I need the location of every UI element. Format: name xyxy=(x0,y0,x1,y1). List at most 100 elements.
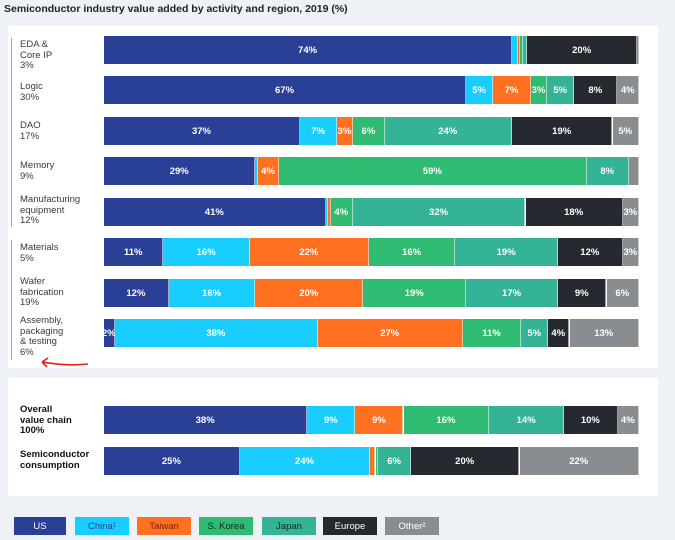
bar-segment-other: 6% xyxy=(606,279,639,307)
materials-bracket xyxy=(11,240,12,360)
bar-segment-skorea: 19% xyxy=(363,279,467,307)
bar-segment-other: 5% xyxy=(612,117,639,145)
data-label: 16% xyxy=(402,246,422,258)
legend-label: Taiwan xyxy=(149,520,179,532)
data-label: 10% xyxy=(580,414,600,426)
data-label: 19% xyxy=(496,246,516,258)
bar-segment-other: 4% xyxy=(617,76,639,104)
bar-segment-other xyxy=(628,157,639,185)
bar-segment-japan: 24% xyxy=(384,117,512,145)
bar-segment-china: 16% xyxy=(168,279,256,307)
bar-segment-skorea: 3% xyxy=(530,76,548,104)
bar-segment-japan: 6% xyxy=(378,447,411,475)
bar-segment-us: 41% xyxy=(104,198,326,226)
bar-segment-china: 16% xyxy=(163,238,250,266)
red-arrow-annotation xyxy=(41,357,89,368)
data-label: 3% xyxy=(337,125,352,137)
data-label: 38% xyxy=(195,414,215,426)
row-label: Assembly, packaging & testing 6% xyxy=(20,315,64,358)
bar-segment-taiwan xyxy=(370,447,376,475)
data-label: 4% xyxy=(620,84,635,96)
bar-segment-europe: 4% xyxy=(548,319,570,347)
bar-segment-us: 12% xyxy=(104,279,169,307)
data-label: 16% xyxy=(436,414,456,426)
row-label: Semiconductor consumption xyxy=(20,449,90,471)
bar-segment-us: 74% xyxy=(104,36,513,64)
bar-segment-taiwan: 20% xyxy=(255,279,364,307)
legend-label: China¹ xyxy=(88,520,116,532)
row-label: Logic 30% xyxy=(20,81,43,103)
data-label: 27% xyxy=(380,327,400,339)
data-label: 29% xyxy=(169,165,189,177)
data-label: 11% xyxy=(482,327,501,339)
data-label: 3% xyxy=(623,246,638,258)
bar-segment-china: 5% xyxy=(466,76,494,104)
row-label: Wafer fabrication 19% xyxy=(20,276,64,308)
row-label: DAO 17% xyxy=(20,120,41,142)
data-label: 24% xyxy=(438,125,458,137)
bar-segment-china: 9% xyxy=(307,406,356,434)
bar-segment-other xyxy=(637,36,639,64)
bar-segment-europe: 12% xyxy=(557,238,623,266)
data-label: 5% xyxy=(472,84,486,96)
bar-segment-japan: 8% xyxy=(586,157,629,185)
legend-label: Japan xyxy=(276,520,302,532)
bar-segment-other: 3% xyxy=(622,238,639,266)
row-label: EDA & Core IP 3% xyxy=(20,39,53,71)
bar-segment-other: 13% xyxy=(569,319,639,347)
row-label: Overall value chain 100% xyxy=(20,404,72,436)
data-label: 4% xyxy=(551,327,566,339)
bar-segment-japan: 32% xyxy=(352,198,526,226)
chart-title: Semiconductor industry value added by ac… xyxy=(4,3,348,15)
bar-segment-europe: 20% xyxy=(527,36,638,64)
data-label: 6% xyxy=(615,287,630,299)
data-label: 11% xyxy=(123,246,143,258)
bar-segment-skorea: 16% xyxy=(403,406,490,434)
bar-segment-us: 38% xyxy=(104,406,308,434)
data-label: 67% xyxy=(275,84,295,96)
bar-segment-taiwan: 4% xyxy=(258,157,279,185)
bar-segment-taiwan xyxy=(517,36,521,64)
data-label: 6% xyxy=(361,125,376,137)
legend-label: S. Korea xyxy=(207,520,245,532)
legend-label: Other² xyxy=(398,520,426,532)
bar-segment-us: 25% xyxy=(104,447,240,475)
bar-segment-europe: 18% xyxy=(525,198,623,226)
data-label: 9% xyxy=(372,414,386,426)
data-label: 24% xyxy=(294,455,314,467)
bar-segment-china xyxy=(255,157,258,185)
data-label: 18% xyxy=(564,206,584,218)
data-label: 59% xyxy=(422,165,442,177)
data-label: 3% xyxy=(531,84,546,96)
bar-segment-taiwan: 9% xyxy=(355,406,404,434)
data-label: 7% xyxy=(311,125,325,137)
data-label: 8% xyxy=(600,165,615,177)
bar-segment-skorea: 16% xyxy=(368,238,456,266)
bar-segment-japan: 19% xyxy=(455,238,558,266)
legend-label: US xyxy=(33,520,47,532)
data-label: 3% xyxy=(623,206,638,218)
bar-segment-japan: 5% xyxy=(547,76,575,104)
row-label: Manufacturing equipment 12% xyxy=(20,194,81,226)
bar-segment-us: 2% xyxy=(102,319,116,347)
bar-segment-us: 67% xyxy=(104,76,467,104)
bar-segment-other: 3% xyxy=(622,198,639,226)
legend-item-other: Other² xyxy=(385,517,439,535)
data-label: 5% xyxy=(527,327,542,339)
data-label: 17% xyxy=(502,287,522,299)
bar-segment-us: 11% xyxy=(104,238,164,266)
data-label: 6% xyxy=(387,455,401,467)
data-label: 32% xyxy=(429,206,449,218)
data-label: 4% xyxy=(261,165,275,177)
data-label: 22% xyxy=(569,455,589,467)
data-label: 9% xyxy=(323,414,338,426)
data-label: 25% xyxy=(161,455,181,467)
legend-item-skorea: S. Korea xyxy=(199,517,253,535)
bar-segment-taiwan: 3% xyxy=(337,117,353,145)
data-label: 19% xyxy=(552,125,572,137)
totals-panel xyxy=(8,378,658,496)
data-label: 16% xyxy=(202,287,222,299)
data-label: 19% xyxy=(404,287,424,299)
bar-segment-japan xyxy=(523,36,528,64)
bar-segment-europe: 20% xyxy=(410,447,520,475)
